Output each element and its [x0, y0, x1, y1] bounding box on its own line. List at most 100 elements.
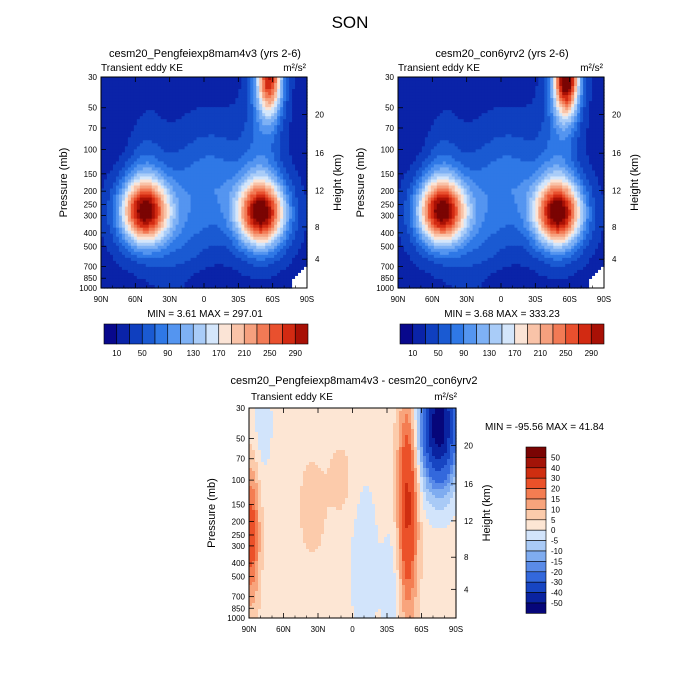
heatmap-cell: [157, 116, 162, 120]
heatmap-cell: [178, 77, 183, 81]
heatmap-cell: [160, 209, 165, 214]
heatmap-cell: [124, 107, 129, 111]
heatmap-cell: [142, 92, 147, 96]
heatmap-cell: [253, 107, 257, 111]
heatmap-cell: [142, 170, 147, 175]
heatmap-cell: [220, 110, 225, 114]
heatmap-cell: [268, 188, 272, 193]
heatmap-cell: [292, 140, 296, 144]
heatmap-cell: [301, 167, 305, 172]
heatmap-cell: [286, 116, 290, 120]
heatmap-cell: [145, 86, 150, 90]
heatmap-cell: [130, 152, 135, 156]
colorbar-label: 130: [187, 349, 201, 358]
heatmap-cell: [184, 143, 189, 147]
heatmap-cell: [178, 89, 183, 93]
heatmap-cell: [106, 143, 111, 147]
heatmap-cell: [166, 110, 171, 114]
heatmap-cell: [127, 212, 132, 217]
heatmap-cell: [166, 143, 171, 147]
heatmap-cell: [109, 212, 114, 217]
heatmap-cell: [229, 194, 233, 199]
heatmap-cell: [154, 182, 159, 187]
heatmap-cell: [142, 197, 147, 202]
heatmap-cell: [208, 125, 213, 129]
heatmap-cell: [118, 212, 123, 217]
heatmap-cell: [277, 89, 281, 93]
heatmap-cell: [101, 158, 105, 162]
heatmap-cell: [208, 89, 213, 93]
heatmap-cell: [163, 77, 168, 81]
heatmap-cell: [229, 83, 233, 87]
heatmap-cell: [235, 116, 239, 120]
heatmap-cell: [247, 140, 251, 144]
heatmap-cell: [265, 176, 269, 181]
heatmap-cell: [169, 170, 174, 175]
heatmap-cell: [166, 89, 171, 93]
heatmap-cell: [187, 191, 192, 196]
heatmap-cell: [244, 110, 248, 114]
heatmap-cell: [214, 194, 219, 199]
heatmap-cell: [133, 206, 138, 211]
heatmap-cell: [193, 206, 198, 211]
heatmap-cell: [157, 134, 162, 138]
heatmap-cell: [271, 203, 275, 208]
heatmap-cell: [217, 167, 222, 172]
heatmap-cell: [154, 98, 159, 102]
heatmap-cell: [121, 167, 126, 172]
heatmap-cell: [241, 98, 245, 102]
heatmap-cell: [136, 203, 141, 208]
heatmap-cell: [109, 89, 114, 93]
heatmap-cell: [139, 134, 144, 138]
heatmap-cell: [241, 164, 245, 169]
heatmap-cell: [124, 155, 129, 159]
heatmap-cell: [259, 167, 263, 172]
heatmap-cell: [175, 143, 180, 147]
heatmap-cell: [154, 95, 159, 99]
heatmap-cell: [157, 137, 162, 141]
heatmap-cell: [101, 122, 105, 126]
heatmap-cell: [139, 185, 144, 190]
heatmap-cell: [268, 149, 272, 153]
heatmap-cell: [103, 155, 108, 159]
heatmap-cell: [274, 104, 278, 108]
heatmap-cell: [175, 173, 180, 178]
heatmap-cell: [226, 128, 230, 132]
colorbar-label: 250: [263, 349, 277, 358]
heatmap-cell: [121, 200, 126, 205]
heatmap-cell: [193, 209, 198, 214]
heatmap-cell: [109, 125, 114, 129]
heatmap-cell: [232, 167, 236, 172]
heatmap-cell: [160, 80, 165, 84]
heatmap-cell: [187, 167, 192, 172]
heatmap-cell: [280, 209, 284, 214]
heatmap-cell: [301, 209, 305, 214]
heatmap-cell: [190, 143, 195, 147]
heatmap-cell: [244, 89, 248, 93]
heatmap-cell: [178, 158, 183, 162]
heatmap-cell: [256, 122, 260, 126]
heatmap-cell: [178, 197, 183, 202]
colorbar-label: 170: [212, 349, 226, 358]
heatmap-cell: [133, 200, 138, 205]
heatmap-cell: [274, 197, 278, 202]
heatmap-cell: [106, 155, 111, 159]
heatmap-cell: [148, 209, 153, 214]
heatmap-cell: [301, 110, 305, 114]
heatmap-cell: [235, 113, 239, 117]
heatmap-cell: [211, 125, 216, 129]
heatmap-cell: [172, 200, 177, 205]
heatmap-cell: [178, 161, 183, 166]
heatmap-cell: [160, 113, 165, 117]
heatmap-cell: [124, 110, 129, 114]
heatmap-cell: [106, 89, 111, 93]
heatmap-cell: [118, 116, 123, 120]
heatmap-cell: [229, 116, 233, 120]
heatmap-cell: [286, 137, 290, 141]
heatmap-cell: [298, 164, 302, 169]
y-tick-label: 850: [84, 274, 98, 283]
heatmap-cell: [244, 146, 248, 150]
heatmap-cell: [289, 203, 293, 208]
heatmap-cell: [154, 161, 159, 166]
heatmap-cell: [187, 140, 192, 144]
